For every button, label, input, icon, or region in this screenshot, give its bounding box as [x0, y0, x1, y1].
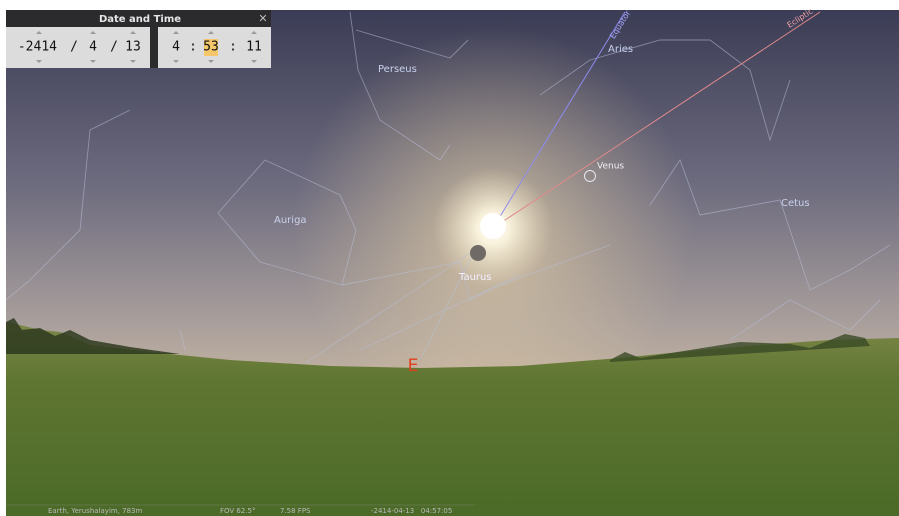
status-bar: Earth, Yerushalayim, 783m FOV 62.5° 7.58… [6, 505, 475, 515]
close-button[interactable]: ✕ [258, 12, 267, 25]
constellation-label: Auriga [274, 215, 307, 226]
status-location: Earth, Yerushalayim, 783m [48, 507, 143, 515]
cardinal-point: E [408, 356, 419, 376]
page: {"dialog": {"title": "Date and Time", "c… [0, 0, 899, 516]
separator: : [229, 40, 237, 55]
status-datetime: -2414-04-13 04:57:05 [371, 507, 452, 515]
planetarium-screen: Perseus Aries Equator Ecliptic Venus Aur… [0, 0, 899, 516]
separator: : [189, 40, 197, 55]
constellation-label: Perseus [378, 64, 417, 75]
year-field[interactable]: -2414 [18, 40, 57, 55]
sun [480, 213, 506, 239]
separator: / [70, 40, 78, 55]
separator: / [110, 40, 118, 55]
dialog-title: Date and Time [99, 14, 181, 25]
constellation-label: Cetus [781, 198, 810, 209]
month-field[interactable]: 4 [89, 40, 97, 55]
moon [470, 245, 486, 261]
constellation-label: Taurus [458, 272, 492, 283]
hour-field[interactable]: 4 [172, 40, 180, 55]
minute-field[interactable]: 53 [203, 40, 219, 55]
second-field[interactable]: 11 [246, 40, 262, 55]
status-fps: 7.58 FPS [280, 507, 311, 515]
day-field[interactable]: 13 [125, 40, 141, 55]
planet-label: Venus [597, 162, 624, 172]
status-fov: FOV 62.5° [220, 507, 256, 515]
constellation-label: Aries [608, 44, 633, 55]
dialog-divider [150, 27, 158, 68]
date-time-dialog: Date and Time ✕ -2414 / 4 / 13 4 : 53 : … [6, 10, 271, 68]
